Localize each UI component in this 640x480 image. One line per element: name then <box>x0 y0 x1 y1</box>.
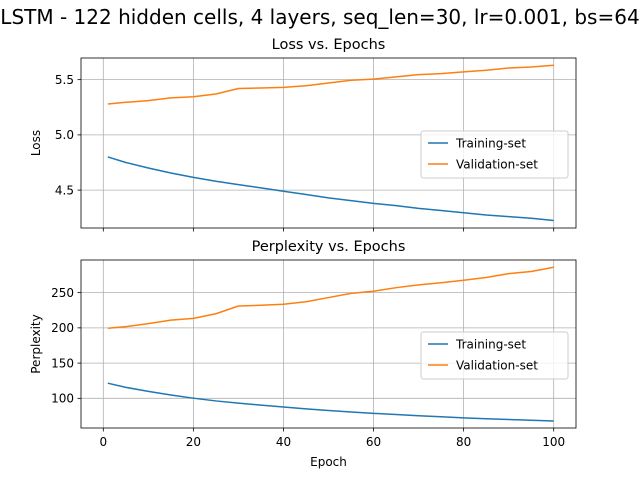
x-tick-label: 40 <box>276 435 291 449</box>
legend: Training-set Validation-set <box>420 331 569 380</box>
axes-frame <box>80 259 577 429</box>
y-tick-label: 5.5 <box>55 73 74 87</box>
loss-subplot: 4.5 5.0 5.5 Loss vs. Epochs Loss Training-set… <box>29 37 577 232</box>
x-tick-label: 80 <box>456 435 471 449</box>
subplot-title: Perplexity vs. Epochs <box>252 239 406 255</box>
y-tick-label: 100 <box>51 392 74 406</box>
y-tick-label: 200 <box>51 321 74 335</box>
y-axis-label: Perplexity <box>29 314 43 374</box>
subplot-title: Loss vs. Epochs <box>272 37 386 53</box>
legend: Training-set Validation-set <box>420 130 569 179</box>
y-axis-label: Loss <box>29 130 43 156</box>
y-tick-label: 250 <box>51 286 74 300</box>
training-series-line <box>107 382 554 422</box>
legend-frame <box>420 130 569 179</box>
perplexity-subplot: 0 20 40 60 80 100 100 150 200 250 Perplexity vs. E… <box>29 239 577 469</box>
training-series-line <box>107 156 554 222</box>
y-tick-label: 4.5 <box>55 183 74 197</box>
training-legend-label: Training-set <box>455 136 526 150</box>
validation-legend-label: Validation-set <box>456 358 538 372</box>
validation-series-line <box>107 266 554 329</box>
x-tick-label: 100 <box>542 435 565 449</box>
x-tick-label: 60 <box>366 435 381 449</box>
y-tick-label: 150 <box>51 356 74 370</box>
figure-suptitle: LSTM - 122 hidden cells, 4 layers, seq_l… <box>0 5 639 29</box>
axes-frame <box>80 57 577 229</box>
legend-frame <box>420 331 569 380</box>
x-tick-label: 0 <box>99 435 107 449</box>
validation-legend-label: Validation-set <box>456 157 538 171</box>
validation-series-line <box>107 64 554 105</box>
x-axis-label: Epoch <box>310 455 347 469</box>
y-tick-label: 5.0 <box>55 128 74 142</box>
x-tick-label: 20 <box>186 435 201 449</box>
training-legend-label: Training-set <box>455 337 526 351</box>
